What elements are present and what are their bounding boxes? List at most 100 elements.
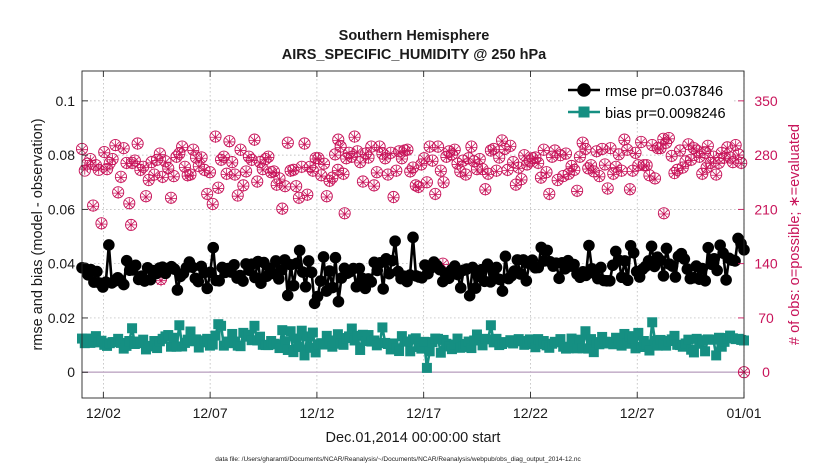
obs-evaluated-marker [538,144,550,157]
obs-evaluated-marker [351,146,363,158]
bias-point [224,338,235,349]
rmse-point [466,261,479,274]
obs-evaluated-marker [290,181,302,193]
x-tick-label: 12/17 [406,405,441,421]
rmse-point [496,285,509,297]
obs-evaluated-marker [332,134,344,146]
obs-evaluated-marker [321,191,333,203]
obs-evaluated-marker [557,171,569,183]
legend-rmse-label: rmse pr=0.037846 [605,84,723,100]
obs-evaluated-marker [682,139,694,151]
rmse-point [305,266,318,279]
obs-evaluated-marker [176,141,188,153]
rmse-point [669,271,682,283]
obs-evaluated-marker [432,141,444,153]
bias-point [583,343,594,354]
obs-evaluated-marker [702,140,714,153]
bias-point [433,333,444,344]
obs-evaluated-marker [265,167,277,179]
bias-point [594,339,605,350]
obs-evaluated-marker [549,145,561,157]
rmse-point [103,239,115,251]
obs-evaluated-marker [104,158,116,171]
bias-point [385,344,396,355]
obs-evaluated-marker [415,159,427,171]
rmse-point [454,282,467,294]
bias-point [622,338,633,349]
bias-point [235,341,246,352]
bias-point [711,350,722,361]
bias-point [485,320,496,331]
rmse-point [389,235,401,247]
obs-evaluated-marker [81,160,94,172]
obs-evaluated-marker [599,159,611,171]
rmse-point [520,274,533,287]
rmse-point [213,274,225,287]
obs-evaluated-marker [596,144,608,156]
bias-point [280,336,291,347]
obs-evaluated-marker [307,165,319,177]
y-left-tick-label: 0.06 [48,201,75,217]
bias-point [700,346,711,357]
bias-point [310,347,321,358]
obs-evaluated-marker [701,162,713,174]
obs-evaluated-marker [499,144,511,156]
obs-evaluated-marker [129,155,141,167]
obs-evaluated-marker [629,147,642,160]
obs-evaluated-marker [365,141,377,153]
obs-evaluated-marker [271,179,283,191]
obs-evaluated-marker [379,153,391,165]
obs-evaluated-marker [240,166,252,178]
obs-evaluated-marker [196,152,208,164]
obs-evaluated-marker [649,173,661,185]
bias-point [227,328,238,339]
bias-point [90,331,101,342]
rmse-point [583,239,595,252]
obs-evaluated-marker [593,171,605,183]
obs-evaluated-marker [590,146,603,158]
bias-point [416,343,427,354]
obs-evaluated-marker [568,165,580,177]
rmse-point [204,266,217,279]
obs-evaluated-marker [504,140,516,153]
obs-evaluated-marker [251,176,263,188]
obs-evaluated-marker [721,142,733,154]
obs-evaluated-marker [234,144,247,157]
bias-point [332,329,343,340]
bias-point [124,336,135,347]
obs-evaluated-marker [399,145,411,157]
obs-evaluated-marker [268,166,280,178]
bias-point [636,341,647,352]
obs-evaluated-marker [87,200,99,212]
x-tick-label: 12/12 [299,405,334,421]
rmse-point [711,264,723,277]
rmse-point [228,258,240,271]
obs-evaluated-marker [571,185,583,198]
obs-evaluated-marker [348,131,361,143]
obs-evaluated-marker [435,165,447,177]
x-axis-label: Dec.01,2014 00:00:00 start [326,430,501,446]
bias-point [697,335,708,346]
obs-count-layer [75,130,751,379]
obs-evaluated-marker [248,134,261,146]
obs-evaluated-marker [140,191,152,203]
obs-evaluated-marker [713,158,725,170]
bias-point [202,333,213,344]
obs-evaluated-marker [237,180,249,192]
obs-evaluated-marker [552,175,564,187]
obs-evaluated-marker [285,165,297,177]
obs-evaluated-marker [451,158,464,171]
rmse-point [293,244,306,257]
obs-evaluated-marker [418,153,430,165]
obs-evaluated-marker [157,172,169,184]
obs-evaluated-marker [624,184,636,196]
bias-point [163,330,174,341]
obs-evaluated-marker [710,169,722,181]
obs-evaluated-marker [232,190,244,202]
obs-evaluated-marker [460,169,472,181]
obs-evaluated-marker [588,166,600,178]
bias-point [396,331,407,342]
bias-point [394,346,405,357]
bias-series-layer [77,317,749,373]
obs-evaluated-marker [410,180,422,192]
